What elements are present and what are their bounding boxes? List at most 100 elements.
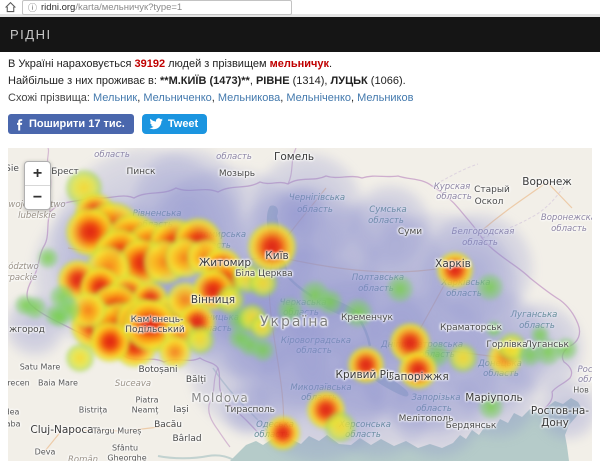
heatmap-map[interactable]: областьобластьwojewództwolubelskiewództw… xyxy=(8,148,592,461)
map-label: Вінницька xyxy=(193,313,239,323)
map-label: область xyxy=(345,430,381,440)
map-label: Україна xyxy=(259,314,331,330)
page-info-icon[interactable]: ⓘ xyxy=(28,2,38,13)
map-label: Кременчук xyxy=(341,313,393,323)
map-label: область xyxy=(216,152,252,162)
heat-blob xyxy=(66,344,94,372)
map-label: область xyxy=(368,216,404,226)
map-label: Гомель xyxy=(273,151,315,163)
map-label: Moldova xyxy=(191,391,249,405)
heat-blob xyxy=(538,380,592,440)
map-label: Житомир xyxy=(198,257,252,269)
heat-blob xyxy=(248,223,296,271)
moldova-romania-border xyxy=(208,367,231,448)
browser-toolbar: ⓘ ridni.org/karta/мельничук?type=1 xyxy=(0,0,600,17)
heat-blob xyxy=(252,339,274,361)
map-label: Вінниця xyxy=(190,294,236,306)
heat-blob xyxy=(325,412,355,442)
map-label: Дону xyxy=(541,417,569,429)
url-path: /karta/мельничук?type=1 xyxy=(75,1,183,13)
map-label: Суми xyxy=(397,227,423,237)
map-label: brecen xyxy=(8,378,30,388)
map-label: область xyxy=(416,404,452,414)
map-label: Луганськ xyxy=(525,340,569,350)
map-label: Ростов-на- xyxy=(530,405,590,417)
tweet-button[interactable]: Tweet xyxy=(141,114,208,134)
heat-blob xyxy=(318,290,342,314)
heat-blob xyxy=(266,416,300,450)
map-label: область xyxy=(462,238,498,248)
map-label: Воронежская xyxy=(540,213,592,223)
heat-blob xyxy=(249,269,277,297)
facebook-icon xyxy=(17,118,23,130)
danube-river xyxy=(157,454,235,461)
map-label: saba xyxy=(8,419,21,429)
map-label: Bacău xyxy=(154,420,182,430)
map-label: Кіровоградська xyxy=(281,336,351,346)
heat-blob xyxy=(437,252,473,288)
heat-blob xyxy=(531,326,549,344)
map-label: Кам'янець- xyxy=(130,315,184,325)
map-label: жгород xyxy=(9,325,45,335)
surname-count-line: В Україні нараховується 39192 людей з пр… xyxy=(8,58,333,70)
similar-name-link[interactable]: Мельников xyxy=(357,92,414,104)
heatmap-layer xyxy=(8,148,592,461)
belarus-russia-border xyxy=(287,148,297,185)
map-label: dea xyxy=(8,407,20,417)
map-label: область xyxy=(296,346,332,356)
map-label: Piatra xyxy=(135,395,159,405)
similar-names-label: Схожі прізвища: xyxy=(8,92,94,104)
heat-blob xyxy=(555,338,577,360)
heat-blob xyxy=(38,248,58,268)
russia-oblast-borders xyxy=(431,163,565,239)
heat-blob xyxy=(90,322,130,362)
map-label: Херсонська xyxy=(339,420,391,430)
map-label: Біла Церква xyxy=(235,269,293,279)
map-label: Воронеж xyxy=(522,176,572,188)
map-label: Рівненська xyxy=(133,209,182,219)
map-label: Полтавська xyxy=(352,273,404,283)
map-label: Sfântu xyxy=(111,443,139,453)
url-host: ridni.org xyxy=(41,1,76,13)
map-label: Neamț xyxy=(131,405,159,415)
map-label: Мелітополь xyxy=(398,414,454,424)
map-label: область xyxy=(446,289,482,299)
map-label: Sie xyxy=(8,164,19,174)
map-label: lubelskie xyxy=(18,211,56,221)
map-label: wództwo xyxy=(8,262,39,272)
map-label: Baia Mare xyxy=(38,378,78,388)
share-row: Поширити 17 тис. Tweet xyxy=(8,114,600,134)
map-label: Bârlad xyxy=(172,434,202,444)
map-label: Рос xyxy=(577,365,593,375)
black-sea xyxy=(230,398,582,461)
map-label: Iași xyxy=(173,405,189,415)
heat-blob xyxy=(15,295,35,315)
dniester-river xyxy=(212,367,271,436)
similar-names-links: Мельник, Мельниченко, Мельникова, Мельні… xyxy=(93,92,414,104)
zoom-in-button[interactable]: + xyxy=(25,162,50,186)
tweet-label: Tweet xyxy=(167,118,199,130)
url-bar[interactable]: ⓘ ridni.org/karta/мельничук?type=1 xyxy=(22,0,292,15)
map-label: область xyxy=(551,224,587,234)
map-label: Краматорськ xyxy=(439,323,503,333)
map-label: Харків xyxy=(435,258,471,270)
facebook-share-button[interactable]: Поширити 17 тис. xyxy=(8,114,134,134)
map-label: Кривий Ріг xyxy=(335,369,395,381)
similar-name-link[interactable]: Мельниченко xyxy=(143,92,212,104)
map-label: Deva xyxy=(34,447,56,457)
home-icon[interactable] xyxy=(4,1,17,14)
map-label: Чернігівська xyxy=(289,193,345,203)
site-logo[interactable]: РІДНІ xyxy=(10,27,52,42)
similar-name-link[interactable]: Мельникова xyxy=(217,92,281,104)
map-label: Мозырь xyxy=(218,169,256,179)
similar-name-link[interactable]: Мельніченко xyxy=(286,92,352,104)
zoom-out-button[interactable]: − xyxy=(32,188,43,206)
map-label: Миколаївська xyxy=(290,383,351,393)
heat-blob xyxy=(479,395,503,419)
heat-blob xyxy=(51,309,69,327)
map-label: Подільський xyxy=(125,325,185,335)
heat-blob xyxy=(387,276,413,302)
map-label: Горлівка xyxy=(486,340,528,350)
site-header: РІДНІ xyxy=(0,17,600,52)
similar-name-link[interactable]: Мельник xyxy=(93,92,138,104)
